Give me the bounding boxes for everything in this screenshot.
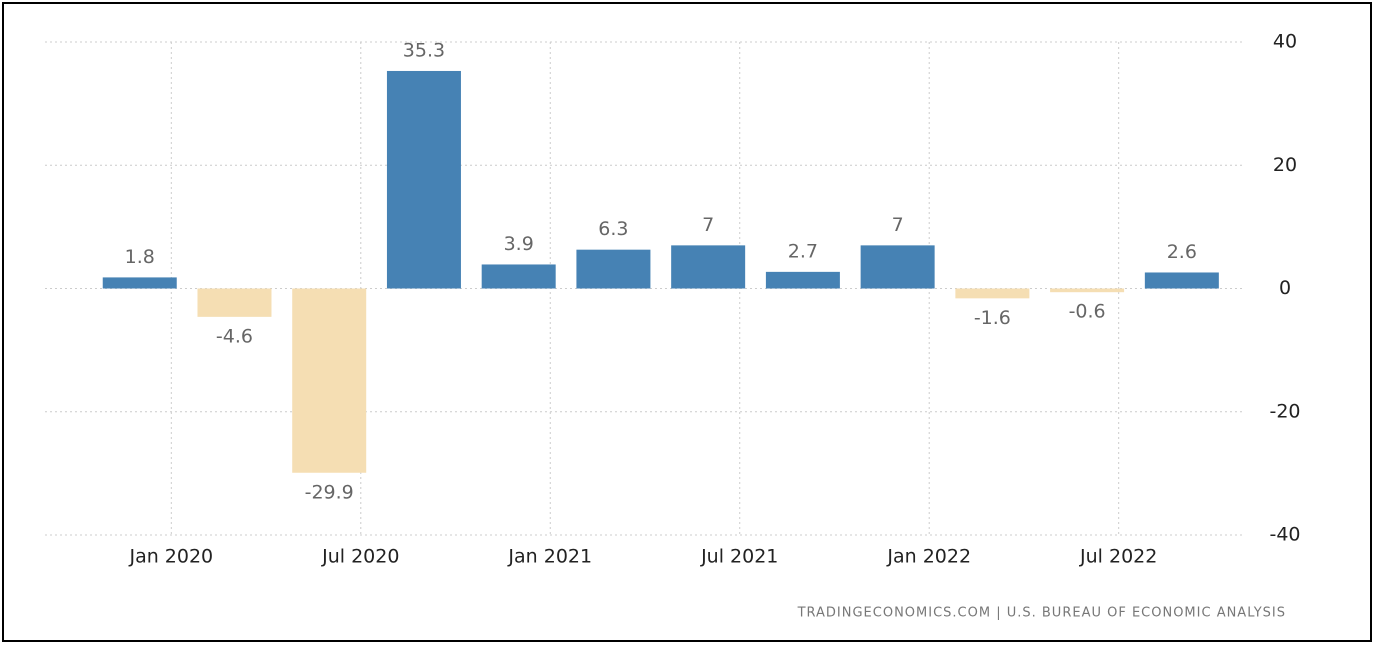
x-tick-label: Jul 2022 <box>1079 546 1157 568</box>
value-label: 35.3 <box>403 39 445 61</box>
value-label: 3.9 <box>504 233 534 255</box>
value-label: 1.8 <box>125 246 155 268</box>
bar <box>1144 272 1219 289</box>
bar <box>576 249 651 289</box>
bar <box>197 288 272 317</box>
bar <box>386 70 461 289</box>
value-label: -1.6 <box>974 307 1011 329</box>
y-tick-label: -40 <box>1269 524 1300 546</box>
bar <box>292 288 367 473</box>
bar <box>102 277 177 289</box>
bar <box>481 264 556 289</box>
y-tick-label: 20 <box>1273 154 1297 176</box>
y-tick-label: -20 <box>1269 400 1300 422</box>
y-tick-label: 0 <box>1279 277 1291 299</box>
source: TRADINGECONOMICS.COM | U.S. BUREAU OF EC… <box>797 606 1286 621</box>
bar <box>860 245 935 289</box>
value-label: 2.6 <box>1167 241 1197 263</box>
x-tick-label: Jan 2021 <box>507 546 592 568</box>
bar <box>955 288 1030 299</box>
x-tick-label: Jul 2020 <box>321 546 399 568</box>
bar <box>671 245 746 289</box>
bar <box>1050 288 1125 293</box>
value-label: 7 <box>892 214 904 236</box>
value-label: -4.6 <box>216 325 253 347</box>
x-tick-label: Jan 2020 <box>128 546 213 568</box>
bar <box>765 271 840 289</box>
value-label: 7 <box>702 214 714 236</box>
value-label: -0.6 <box>1069 301 1106 323</box>
value-label: 6.3 <box>598 218 628 240</box>
value-label: 2.7 <box>788 240 818 262</box>
x-tick-label: Jan 2022 <box>886 546 971 568</box>
y-tick-label: 40 <box>1273 31 1297 53</box>
x-tick-label: Jul 2021 <box>700 546 778 568</box>
value-label: -29.9 <box>305 481 354 503</box>
